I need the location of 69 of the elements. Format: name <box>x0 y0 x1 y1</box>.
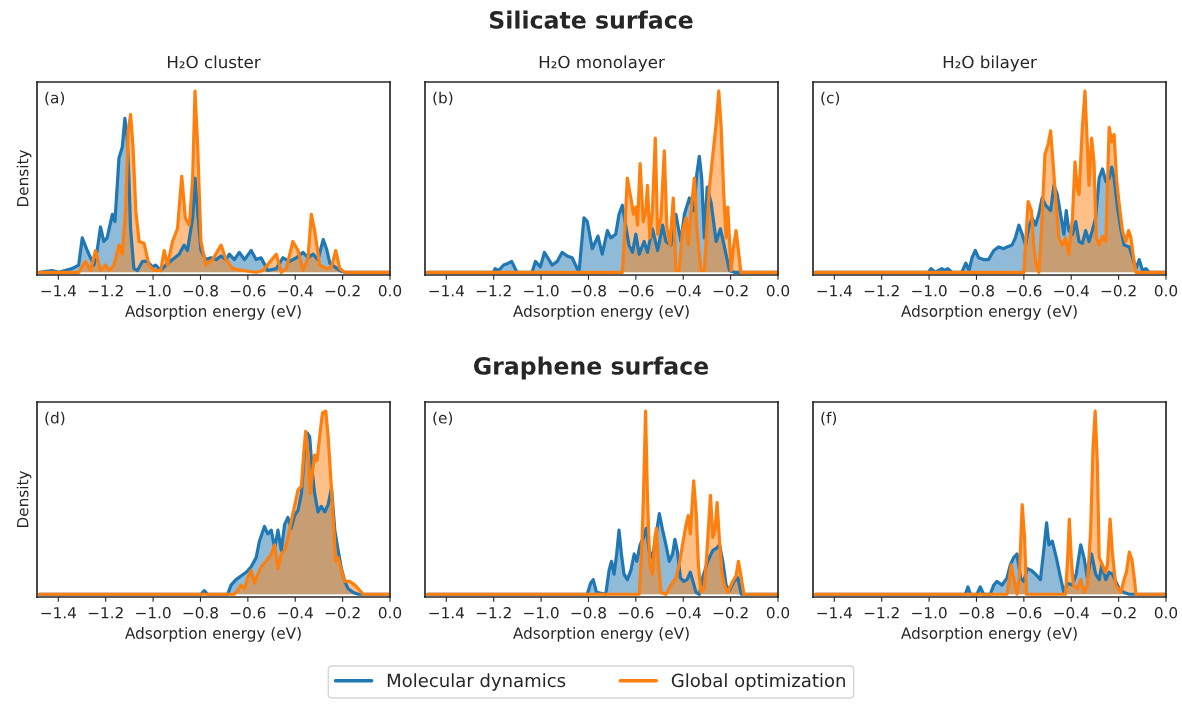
legend-label: Global optimization <box>671 673 845 691</box>
text: Silicate surface <box>489 10 693 29</box>
x-tick-label: −1.2 <box>476 606 511 619</box>
y-axis-title: Density <box>16 149 32 207</box>
x-tick-label: −1.4 <box>429 607 465 619</box>
x-tick-label: −1.0 <box>136 284 171 297</box>
x-tick-label: −0.6 <box>1006 606 1042 619</box>
x-tick-label: −0.4 <box>1054 606 1089 619</box>
x-axis-title: Adsorption energy (eV) <box>125 627 301 642</box>
x-tick-label: −1.0 <box>524 284 559 297</box>
annotation: (d) <box>45 411 65 426</box>
x-tick-label: −1.2 <box>88 606 123 619</box>
x-tick-label: −1.0 <box>136 606 171 619</box>
annotation: (f) <box>821 411 837 426</box>
x-tick-label: −0.2 <box>713 284 748 297</box>
x-axis-title: Adsorption energy (eV) <box>901 305 1077 320</box>
x-tick-label: 0.0 <box>378 284 402 297</box>
x-tick-label: −1.2 <box>864 606 899 619</box>
y-axis-title: Density <box>16 470 32 528</box>
chart-title: H₂O cluster <box>167 55 261 69</box>
x-tick-label: −0.4 <box>666 606 701 619</box>
x-tick-label: −1.4 <box>817 285 853 297</box>
x-tick-label: −0.4 <box>666 284 701 297</box>
annotation: (a) <box>45 91 65 106</box>
x-tick-label: 0.0 <box>378 606 402 619</box>
x-axis-title: Adsorption energy (eV) <box>125 305 301 320</box>
x-tick-label: −0.2 <box>1101 284 1136 297</box>
x-tick-label: 0.0 <box>1154 284 1178 297</box>
x-tick-label: −1.4 <box>817 607 853 619</box>
x-tick-label: −0.8 <box>183 284 218 297</box>
x-tick-label: −1.4 <box>41 285 77 297</box>
x-tick-label: −0.6 <box>230 284 266 297</box>
x-tick-label: −0.8 <box>571 284 606 297</box>
x-tick-label: −0.8 <box>959 606 994 619</box>
x-tick-label: −0.8 <box>183 606 218 619</box>
x-tick-label: −1.4 <box>41 607 77 619</box>
x-tick-label: −0.6 <box>618 606 654 619</box>
text: Graphene surface <box>473 356 709 380</box>
x-tick-label: −1.2 <box>864 284 899 297</box>
x-tick-label: −1.2 <box>476 284 511 297</box>
x-axis-title: Adsorption energy (eV) <box>901 627 1077 642</box>
x-tick-label: −0.6 <box>230 606 266 619</box>
x-tick-label: −0.8 <box>959 284 994 297</box>
x-tick-label: −1.2 <box>88 284 123 297</box>
x-tick-label: −0.4 <box>1054 284 1089 297</box>
chart-title: H₂O monolayer <box>539 55 665 72</box>
annotation: (b) <box>433 91 453 106</box>
x-tick-label: −1.0 <box>912 606 947 619</box>
x-axis-title: Adsorption energy (eV) <box>513 305 689 320</box>
x-tick-label: 0.0 <box>766 606 790 619</box>
x-axis-title: Adsorption energy (eV) <box>513 627 689 642</box>
x-tick-label: −1.4 <box>429 285 465 297</box>
x-tick-label: −0.4 <box>278 606 313 619</box>
x-tick-label: −0.2 <box>325 606 360 619</box>
x-tick-label: −1.0 <box>524 606 559 619</box>
x-tick-label: −0.2 <box>325 284 360 297</box>
chart-title: H₂O bilayer <box>943 55 1037 72</box>
x-tick-label: −0.8 <box>571 606 606 619</box>
annotation: (e) <box>433 411 453 426</box>
legend-label: Molecular dynamics <box>387 673 566 691</box>
x-tick-label: −0.4 <box>278 284 313 297</box>
annotation: (c) <box>821 91 840 106</box>
x-tick-label: −0.2 <box>1101 606 1136 619</box>
x-tick-label: −0.2 <box>713 606 748 619</box>
x-tick-label: −0.6 <box>618 284 654 297</box>
x-tick-label: −1.0 <box>912 284 947 297</box>
x-tick-label: 0.0 <box>766 284 790 297</box>
x-tick-label: 0.0 <box>1154 606 1178 619</box>
x-tick-label: −0.6 <box>1006 284 1042 297</box>
